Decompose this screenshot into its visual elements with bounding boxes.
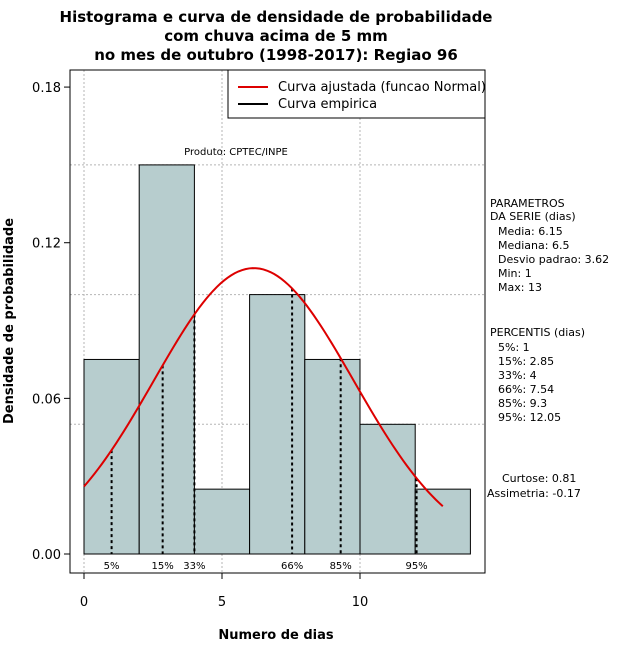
- param-desvio: Desvio padrao: 3.62: [498, 253, 609, 266]
- param-mediana: Mediana: 6.5: [498, 239, 569, 252]
- x-tick-label-0: 0: [80, 595, 88, 610]
- y-tick-label-3: 0.18: [32, 81, 61, 96]
- percentis-header: PERCENTIS (dias): [490, 326, 585, 339]
- side-panel-percentis: PERCENTIS (dias) 5%: 1 15%: 2.85 33%: 4 …: [490, 326, 585, 424]
- chart-title-line-3: no mes de outubro (1998-2017): Regiao 96: [94, 46, 458, 64]
- param-media: Media: 6.15: [498, 225, 563, 238]
- y-tick-label-1: 0.06: [32, 392, 61, 407]
- curtose-value: Curtose: 0.81: [502, 472, 576, 485]
- percentil-5: 5%: 1: [498, 341, 530, 354]
- histogram-bar-2: [193, 488, 251, 555]
- percentile-labels: 5% 15% 33% 66% 85% 95%: [104, 561, 428, 572]
- percentile-label-4: 85%: [330, 561, 352, 572]
- legend-box: [227, 69, 486, 119]
- percentil-85: 85%: 9.3: [498, 397, 547, 410]
- y-tick-label-2: 0.12: [32, 237, 61, 252]
- legend: Curva ajustada (funcao Normal) Curva emp…: [227, 69, 486, 119]
- percentile-label-2: 33%: [183, 561, 205, 572]
- percentile-label-1: 15%: [152, 561, 174, 572]
- legend-label-fitted: Curva ajustada (funcao Normal): [278, 80, 486, 95]
- y-axis: 0.00 0.06 0.12 0.18: [32, 81, 70, 563]
- assimetria-value: Assimetria: -0.17: [487, 487, 581, 500]
- x-tick-label-2: 10: [352, 595, 369, 610]
- chart-title-line-1: Histograma e curva de densidade de proba…: [60, 8, 493, 26]
- x-axis: 0 5 10: [80, 573, 368, 610]
- histogram-bar-3: [249, 294, 306, 555]
- histogram-bars: [83, 164, 471, 555]
- x-axis-label: Numero de dias: [218, 628, 334, 643]
- y-tick-label-0: 0.00: [32, 548, 61, 563]
- histogram-bar-4: [304, 358, 361, 555]
- chart-title-line-2: com chuva acima de 5 mm: [164, 27, 388, 45]
- histogram-bar-5: [359, 423, 416, 555]
- params-header-line-2: DA SERIE (dias): [490, 210, 576, 223]
- legend-label-empirical: Curva empirica: [278, 97, 377, 112]
- percentil-66: 66%: 7.54: [498, 383, 554, 396]
- percentile-lines: [110, 288, 418, 554]
- percentil-33: 33%: 4: [498, 369, 537, 382]
- percentile-label-5: 95%: [405, 561, 427, 572]
- param-min: Min: 1: [498, 267, 532, 280]
- params-header-line-1: PARAMETROS: [490, 197, 565, 210]
- percentile-label-3: 66%: [281, 561, 303, 572]
- product-annotation: Produto: CPTEC/INPE: [184, 147, 288, 158]
- x-tick-label-1: 5: [218, 595, 226, 610]
- percentil-15: 15%: 2.85: [498, 355, 554, 368]
- normal-curve-line: [83, 267, 444, 508]
- param-max: Max: 13: [498, 281, 542, 294]
- percentil-95: 95%: 12.05: [498, 411, 561, 424]
- percentile-label-0: 5%: [104, 561, 120, 572]
- side-panel-parameters: PARAMETROS DA SERIE (dias) Media: 6.15 M…: [490, 197, 609, 294]
- histogram-bar-6: [414, 488, 471, 555]
- y-axis-label: Densidade de probabilidade: [2, 218, 17, 424]
